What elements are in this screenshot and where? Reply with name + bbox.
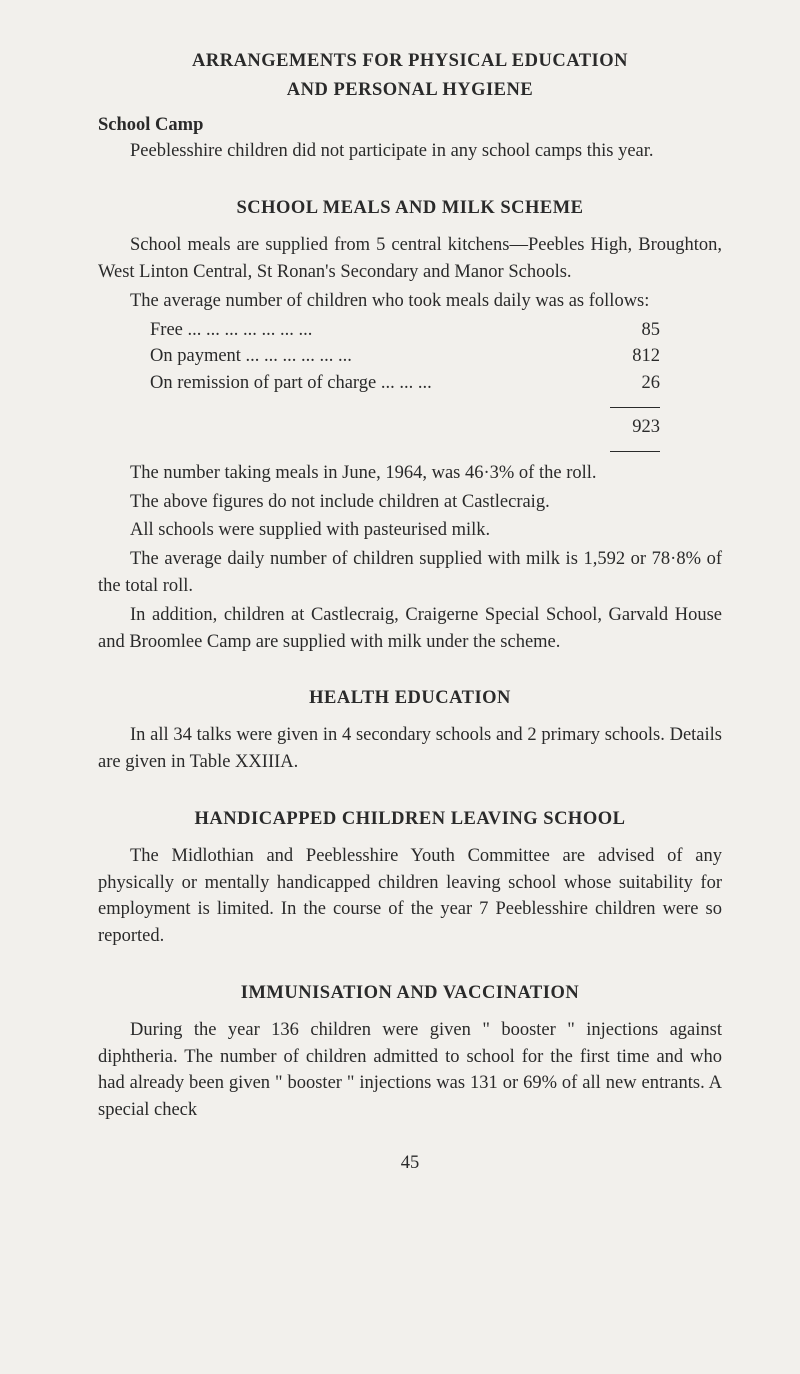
heading-handicapped: HANDICAPPED CHILDREN LEAVING SCHOOL	[98, 806, 722, 833]
meals-label: Free ... ... ... ... ... ... ...	[150, 317, 600, 344]
meals-table: Free ... ... ... ... ... ... ... 85 On p…	[98, 317, 722, 452]
meals-rule-top	[610, 407, 660, 408]
para-meals-4: The above figures do not include childre…	[98, 489, 722, 516]
page-number: 45	[98, 1150, 722, 1177]
meals-label: On payment ... ... ... ... ... ...	[150, 343, 600, 370]
page-title-line2: AND PERSONAL HYGIENE	[98, 77, 722, 104]
table-row: On payment ... ... ... ... ... ... 812	[98, 343, 722, 370]
meals-total: 923	[600, 414, 660, 441]
heading-school-meals: SCHOOL MEALS AND MILK SCHEME	[98, 195, 722, 222]
meals-label: On remission of part of charge ... ... .…	[150, 370, 600, 397]
para-meals-5: All schools were supplied with pasteuris…	[98, 517, 722, 544]
meals-rule-bottom	[610, 451, 660, 452]
table-row: On remission of part of charge ... ... .…	[98, 370, 722, 397]
page-title-line1: ARRANGEMENTS FOR PHYSICAL EDUCATION	[98, 48, 722, 75]
heading-immunisation: IMMUNISATION AND VACCINATION	[98, 980, 722, 1007]
meals-value: 26	[600, 370, 660, 397]
meals-total-row: 923	[98, 414, 722, 441]
meals-value: 85	[600, 317, 660, 344]
para-meals-1: School meals are supplied from 5 central…	[98, 232, 722, 286]
para-meals-3: The number taking meals in June, 1964, w…	[98, 460, 722, 487]
para-health-ed: In all 34 talks were given in 4 secondar…	[98, 722, 722, 776]
heading-health-education: HEALTH EDUCATION	[98, 685, 722, 712]
para-immunisation: During the year 136 children were given …	[98, 1017, 722, 1124]
para-handicapped: The Midlothian and Peeblesshire Youth Co…	[98, 843, 722, 950]
para-meals-6: The average daily number of children sup…	[98, 546, 722, 600]
para-meals-7: In addition, children at Castlecraig, Cr…	[98, 602, 722, 656]
table-row: Free ... ... ... ... ... ... ... 85	[98, 317, 722, 344]
meals-value: 812	[600, 343, 660, 370]
heading-school-camp: School Camp	[98, 112, 722, 139]
para-meals-2: The average number of children who took …	[98, 288, 722, 315]
para-school-camp: Peeblesshire children did not participat…	[98, 138, 722, 165]
